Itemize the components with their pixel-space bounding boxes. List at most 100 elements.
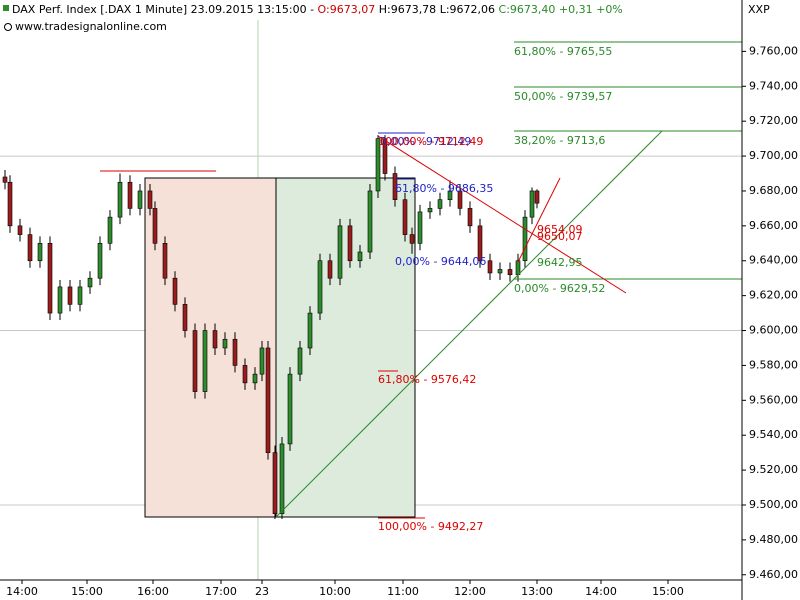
candles: [2, 135, 540, 519]
candle-body: [467, 208, 473, 227]
candle-body: [529, 190, 535, 218]
y-tick-label: 9.520,00: [749, 463, 798, 476]
y-tick-label: 9.460,00: [749, 568, 798, 581]
candle-body: [67, 286, 73, 305]
candle-body: [265, 347, 271, 453]
candle-body: [212, 330, 218, 349]
candle-body: [382, 138, 388, 174]
fib-box-down: [144, 177, 277, 518]
candle-body: [327, 260, 333, 279]
candle-body: [17, 225, 23, 235]
candle-body: [77, 286, 83, 305]
candle-body: [427, 208, 433, 213]
candle-body: [37, 243, 43, 262]
annotation: 0,00% - 9629,52: [514, 282, 605, 295]
candle-body: [7, 181, 13, 227]
y-tick-label: 9.700,00: [749, 149, 798, 162]
trend-line: [377, 135, 627, 294]
quote-open: O:9673,07: [318, 3, 376, 16]
annotation: 100,00% - 9492,27: [378, 520, 483, 533]
annotation: 9642,95: [537, 256, 583, 269]
y-tick-label: 9.620,00: [749, 289, 798, 302]
candle-body: [259, 347, 265, 375]
annotation: 100,00% - 9712,49: [378, 135, 483, 148]
y-tick-label: 9.740,00: [749, 79, 798, 92]
x-tick-label: 10:00: [319, 585, 351, 598]
annotation: 38,20% - 9713,6: [514, 134, 605, 147]
candle-body: [242, 365, 248, 384]
candle-body: [447, 190, 453, 200]
annotation: 61,80% - 9576,42: [378, 373, 476, 386]
candle-body: [232, 338, 238, 366]
annotation: 0,00% - 9712,49: [380, 135, 471, 148]
candle-body: [515, 260, 521, 276]
x-tick-label: 14:00: [6, 585, 38, 598]
x-tick-label: 15:00: [652, 585, 684, 598]
candle-body: [297, 347, 303, 375]
trend-line: [275, 130, 663, 518]
candle-body: [317, 260, 323, 314]
y-tick-label: 9.560,00: [749, 393, 798, 406]
candle-body: [192, 330, 198, 392]
candle-body: [272, 452, 278, 515]
candle-body: [477, 225, 483, 262]
candle-body: [147, 190, 153, 209]
candle-body: [222, 338, 228, 349]
symbol-icon: [3, 5, 9, 11]
quote-high: H:9673,78: [379, 3, 436, 16]
candle-body: [392, 173, 398, 200]
candle-body: [162, 243, 168, 279]
x-tick-label: 16:00: [137, 585, 169, 598]
annotation: 61,80% - 9765,55: [514, 45, 612, 58]
candle-body: [202, 330, 208, 392]
annotation: 9650,07: [537, 230, 583, 243]
candle-body: [417, 211, 423, 244]
candle-body: [182, 304, 188, 331]
x-tick-label: 12:00: [454, 585, 486, 598]
y-tick-label: 9.760,00: [749, 44, 798, 57]
symbol: XXP: [748, 3, 770, 16]
x-tick-label: 17:00: [205, 585, 237, 598]
candle-body: [375, 138, 381, 192]
subtitle: www.tradesignalonline.com: [15, 20, 167, 33]
candle-body: [47, 243, 53, 314]
copyright-icon: [4, 23, 12, 31]
candle-body: [87, 277, 93, 288]
y-tick-label: 9.480,00: [749, 533, 798, 546]
y-tick-label: 9.500,00: [749, 498, 798, 511]
drawings: [100, 41, 742, 519]
annotations: 61,80% - 9765,55 50,00% - 9739,57 38,20%…: [378, 45, 612, 533]
candle-body: [409, 234, 415, 244]
x-tick-label: 14:00: [585, 585, 617, 598]
x-tick-label: 11:00: [387, 585, 419, 598]
quote-close: C:9673,40: [499, 3, 556, 16]
candle-body: [534, 190, 540, 204]
candle-body: [57, 286, 63, 314]
fib-box-up: [275, 177, 416, 518]
candle-body: [27, 234, 33, 262]
candle-body: [279, 443, 285, 515]
candle-body: [367, 190, 373, 253]
x-tick-label: 15:00: [71, 585, 103, 598]
y-tick-label: 9.540,00: [749, 428, 798, 441]
candle-body: [497, 269, 503, 274]
candle-body: [307, 312, 313, 349]
y-tick-label: 9.640,00: [749, 254, 798, 267]
candle-body: [152, 208, 158, 244]
chart-title: DAX Perf. Index [.DAX 1 Minute] 23.09.20…: [12, 3, 307, 16]
candle-body: [507, 269, 513, 276]
trend-line: [517, 177, 561, 263]
candle-body: [402, 199, 408, 235]
candle-body: [437, 199, 443, 209]
annotation: 61,80% - 9686,35: [395, 182, 493, 195]
x-tick-label: 23: [255, 585, 269, 598]
candle-body: [107, 216, 113, 244]
candle-body: [287, 373, 293, 445]
y-tick-label: 9.580,00: [749, 358, 798, 371]
x-tick-label: 13:00: [521, 585, 553, 598]
annotation: 0,00% - 9644,06: [395, 255, 486, 268]
candle-body: [457, 190, 463, 209]
candle-body: [97, 243, 103, 279]
annotation: 50,00% - 9739,57: [514, 90, 612, 103]
